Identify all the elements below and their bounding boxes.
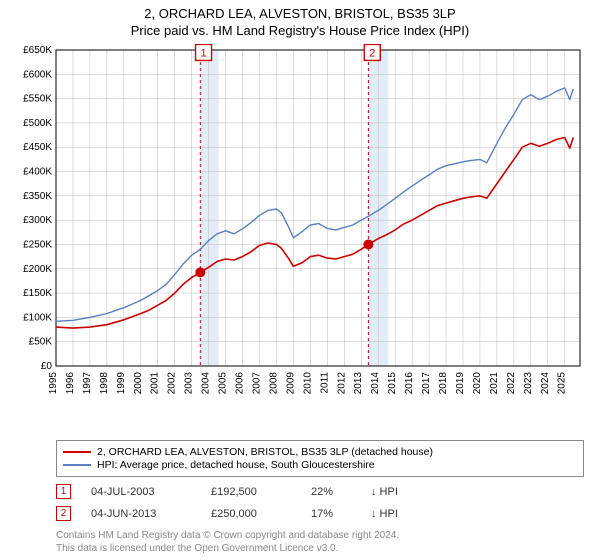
marker-price-1: £192,500 (211, 486, 311, 498)
svg-text:£600K: £600K (23, 69, 52, 80)
svg-text:2012: 2012 (336, 372, 347, 395)
svg-text:£400K: £400K (23, 167, 52, 178)
legend-row-hpi: HPI: Average price, detached house, Sout… (63, 459, 577, 471)
svg-text:2010: 2010 (302, 372, 313, 395)
svg-text:£50K: £50K (29, 337, 53, 348)
svg-text:2000: 2000 (133, 372, 144, 395)
svg-text:£100K: £100K (23, 312, 52, 323)
marker-delta-1: ↓ HPI (371, 486, 398, 498)
title-subtitle: Price paid vs. HM Land Registry's House … (0, 23, 600, 38)
svg-text:£0: £0 (41, 361, 53, 372)
svg-text:2015: 2015 (387, 372, 398, 395)
marker-badge-1: 1 (56, 484, 71, 499)
marker-delta-2: ↓ HPI (371, 508, 398, 520)
marker-price-2: £250,000 (211, 508, 311, 520)
legend-label-hpi: HPI: Average price, detached house, Sout… (97, 459, 375, 471)
title-address: 2, ORCHARD LEA, ALVESTON, BRISTOL, BS35 … (0, 6, 600, 21)
svg-text:2023: 2023 (523, 372, 534, 395)
svg-text:2008: 2008 (268, 372, 279, 395)
footer-line2: This data is licensed under the Open Gov… (56, 543, 576, 556)
svg-text:2011: 2011 (319, 372, 330, 394)
svg-text:2004: 2004 (201, 372, 212, 395)
svg-text:2009: 2009 (285, 372, 296, 395)
marker-badge-2: 2 (56, 506, 71, 521)
svg-text:2021: 2021 (489, 372, 500, 395)
chart-svg: £0 £50K £100K £150K £200K £250K £300K £350K £400… (12, 44, 588, 406)
legend-box: 2, ORCHARD LEA, ALVESTON, BRISTOL, BS35 … (56, 440, 584, 477)
svg-text:2003: 2003 (184, 372, 195, 395)
svg-text:£250K: £250K (23, 239, 52, 250)
marker-pct-2: 17% (311, 508, 371, 520)
legend-swatch-hpi (63, 464, 91, 466)
svg-text:2: 2 (369, 47, 375, 59)
svg-text:1995: 1995 (48, 372, 59, 395)
svg-text:£200K: £200K (23, 264, 52, 275)
svg-text:2002: 2002 (167, 372, 178, 395)
marker-row-2: 2 04-JUN-2013 £250,000 17% ↓ HPI (56, 506, 398, 521)
svg-text:£300K: £300K (23, 215, 52, 226)
svg-text:2014: 2014 (370, 372, 381, 395)
marker-date-2: 04-JUN-2013 (91, 508, 211, 520)
svg-text:2007: 2007 (251, 372, 262, 395)
svg-text:£500K: £500K (23, 118, 52, 129)
legend-row-price: 2, ORCHARD LEA, ALVESTON, BRISTOL, BS35 … (63, 446, 577, 458)
svg-text:1999: 1999 (116, 372, 127, 395)
svg-text:1997: 1997 (82, 372, 93, 395)
svg-text:2025: 2025 (557, 372, 568, 395)
svg-text:2013: 2013 (353, 372, 364, 395)
footer-text: Contains HM Land Registry data © Crown c… (56, 530, 576, 555)
svg-text:£450K: £450K (23, 142, 52, 153)
svg-text:2024: 2024 (540, 372, 551, 395)
svg-text:2005: 2005 (218, 372, 229, 395)
svg-text:1996: 1996 (65, 372, 76, 395)
svg-text:2022: 2022 (506, 372, 517, 395)
legend-label-price: 2, ORCHARD LEA, ALVESTON, BRISTOL, BS35 … (97, 446, 433, 458)
marker-pct-1: 22% (311, 486, 371, 498)
footer-line1: Contains HM Land Registry data © Crown c… (56, 530, 576, 543)
svg-text:£150K: £150K (23, 288, 52, 299)
svg-text:2018: 2018 (438, 372, 449, 395)
svg-text:£650K: £650K (23, 45, 52, 56)
marker-date-1: 04-JUL-2003 (91, 486, 211, 498)
svg-text:2006: 2006 (235, 372, 246, 395)
svg-text:£350K: £350K (23, 191, 52, 202)
legend-swatch-price (63, 451, 91, 453)
chart-title-block: 2, ORCHARD LEA, ALVESTON, BRISTOL, BS35 … (0, 0, 600, 38)
svg-text:1998: 1998 (99, 372, 110, 395)
svg-text:2016: 2016 (404, 372, 415, 395)
chart-area: £0 £50K £100K £150K £200K £250K £300K £350K £400… (12, 44, 588, 406)
svg-text:£550K: £550K (23, 94, 52, 105)
svg-text:2017: 2017 (421, 372, 432, 395)
svg-text:2019: 2019 (455, 372, 466, 395)
svg-text:1: 1 (200, 47, 206, 59)
svg-text:2020: 2020 (472, 372, 483, 395)
svg-text:2001: 2001 (150, 372, 161, 395)
marker-row-1: 1 04-JUL-2003 £192,500 22% ↓ HPI (56, 484, 398, 499)
